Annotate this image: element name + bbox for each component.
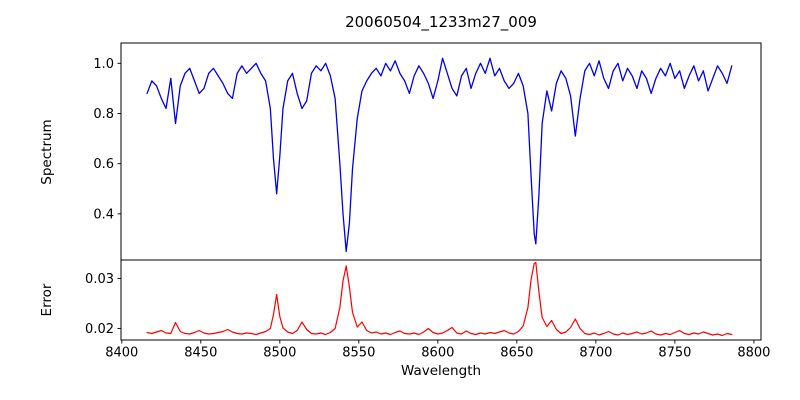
spectrum-y-tick-label: 1.0 xyxy=(93,57,114,72)
chart-title: 20060504_1233m27_009 xyxy=(345,13,537,31)
x-tick-label: 8600 xyxy=(421,346,454,361)
x-tick-label: 8700 xyxy=(579,346,612,361)
x-axis-label: Wavelength xyxy=(400,363,482,379)
spectrum-y-tick-label: 0.4 xyxy=(93,207,114,222)
x-tick-label: 8450 xyxy=(184,346,217,361)
spectrum-y-tick-label: 0.6 xyxy=(93,157,114,172)
x-tick-label: 8650 xyxy=(500,346,533,361)
spectrum-y-tick-label: 0.8 xyxy=(93,107,114,122)
error-y-tick-label: 0.02 xyxy=(85,322,114,337)
x-tick-label: 8750 xyxy=(658,346,691,361)
x-tick-label: 8500 xyxy=(263,346,296,361)
spectrum-line xyxy=(146,57,733,253)
x-tick-label: 8800 xyxy=(737,346,770,361)
error-y-tick-label: 0.03 xyxy=(85,272,114,287)
x-tick-label: 8550 xyxy=(342,346,375,361)
error-panel-border xyxy=(120,259,762,341)
error-line xyxy=(146,261,733,337)
x-tick-label: 8400 xyxy=(105,346,138,361)
